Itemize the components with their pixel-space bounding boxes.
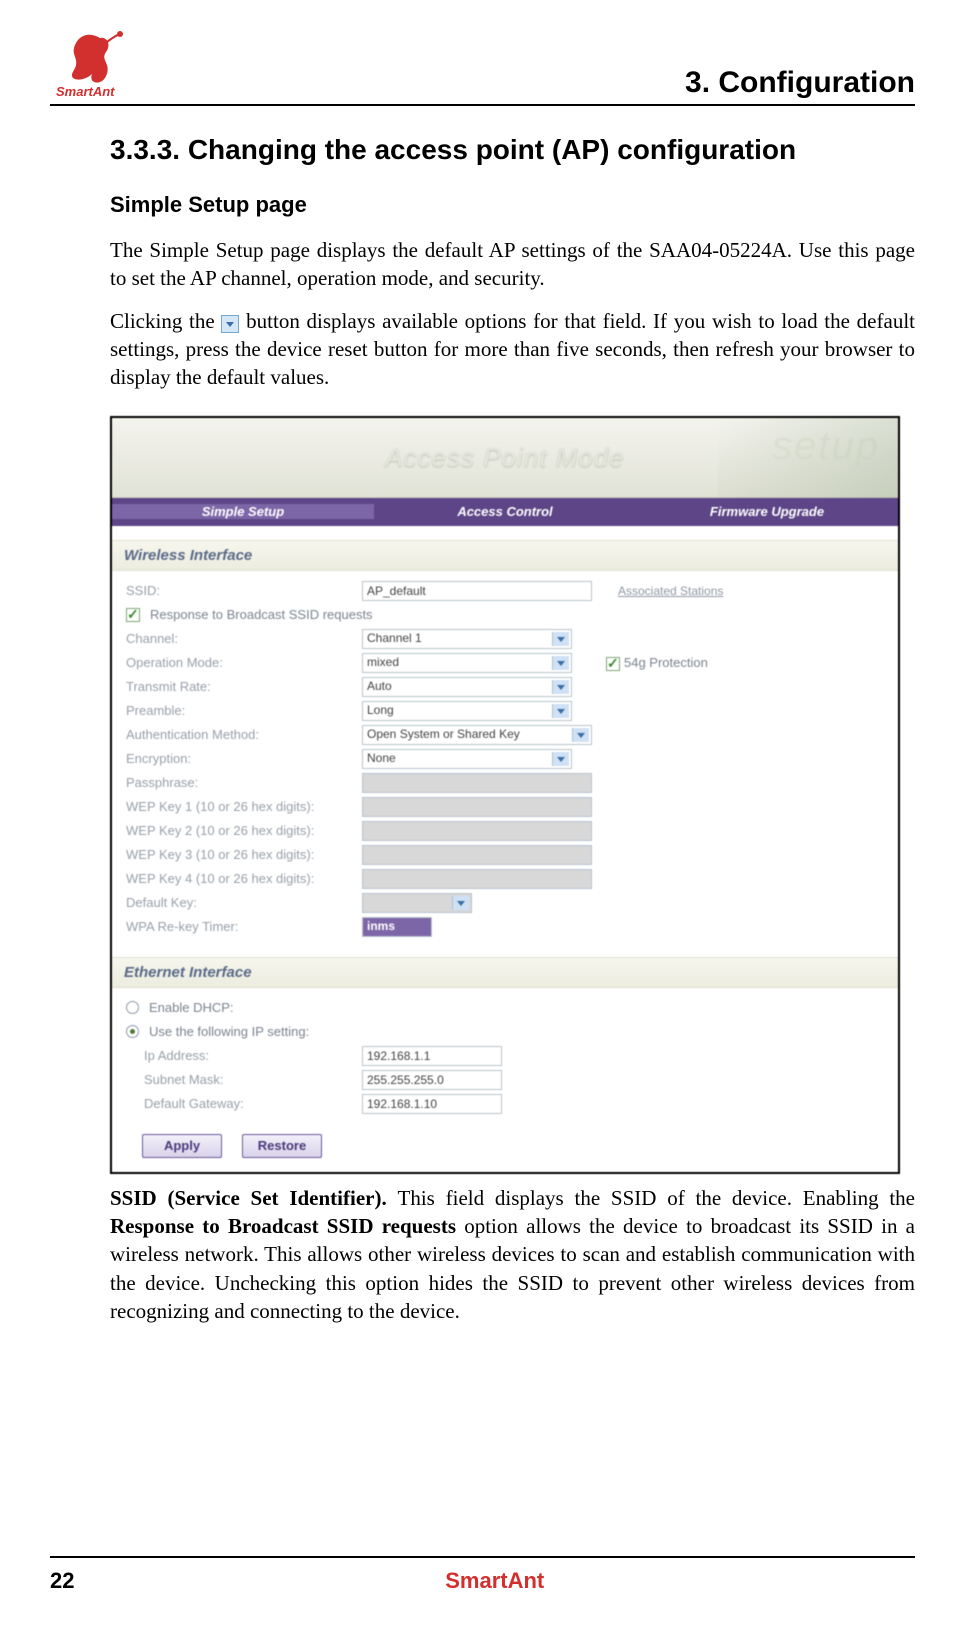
ssid-bold: SSID (Service Set Identifier).: [110, 1186, 398, 1210]
banner-title: Access Point Mode: [385, 442, 625, 473]
wep3-input[interactable]: [362, 845, 592, 865]
opmode-label: Operation Mode:: [126, 655, 356, 670]
auth-value: Open System or Shared Key: [367, 727, 520, 741]
broadcast-label: Response to Broadcast SSID requests: [150, 607, 373, 622]
auth-select[interactable]: Open System or Shared Key: [362, 725, 592, 745]
ethernet-section-bar: Ethernet Interface: [112, 957, 898, 988]
txrate-label: Transmit Rate:: [126, 679, 356, 694]
preamble-select[interactable]: Long: [362, 701, 572, 721]
wireless-section-bar: Wireless Interface: [112, 540, 898, 571]
paragraph-2: Clicking the button displays available o…: [110, 307, 915, 392]
tab-simple-setup[interactable]: Simple Setup: [112, 504, 374, 519]
banner-setup-text: setup: [772, 424, 880, 469]
preamble-label: Preamble:: [126, 703, 356, 718]
paragraph-1: The Simple Setup page displays the defau…: [110, 236, 915, 293]
section-heading: 3.3.3. Changing the access point (AP) co…: [110, 134, 915, 166]
channel-label: Channel:: [126, 631, 356, 646]
svg-text:SmartAnt: SmartAnt: [56, 84, 115, 99]
opmode-value: mixed: [367, 655, 399, 669]
button-row: Apply Restore: [112, 1120, 898, 1172]
paragraph-after: SSID (Service Set Identifier). This fiel…: [110, 1184, 915, 1326]
static-ip-label: Use the following IP setting:: [149, 1024, 309, 1039]
broadcast-checkbox[interactable]: [126, 608, 140, 622]
channel-select[interactable]: Channel 1: [362, 629, 572, 649]
txrate-select[interactable]: Auto: [362, 677, 572, 697]
channel-value: Channel 1: [367, 631, 422, 645]
defkey-label: Default Key:: [126, 895, 356, 910]
chapter-title: 3. Configuration: [150, 66, 915, 100]
dhcp-radio[interactable]: [126, 1001, 139, 1014]
paragraph-2a: Clicking the: [110, 309, 221, 333]
gw-input[interactable]: [362, 1094, 502, 1114]
auth-label: Authentication Method:: [126, 727, 356, 742]
wep1-input[interactable]: [362, 797, 592, 817]
ethernet-form: Enable DHCP: Use the following IP settin…: [112, 988, 898, 1120]
page-footer: 22 SmartAnt: [50, 1556, 915, 1594]
tab-bar: Simple Setup Access Control Firmware Upg…: [112, 498, 898, 526]
wep2-input[interactable]: [362, 821, 592, 841]
tab-access-control[interactable]: Access Control: [374, 504, 636, 519]
subsection-heading: Simple Setup page: [110, 192, 915, 218]
rekey-label: WPA Re-key Timer:: [126, 919, 356, 934]
ip-label: Ip Address:: [144, 1048, 356, 1063]
restore-button[interactable]: Restore: [242, 1134, 322, 1158]
enc-value: None: [367, 751, 396, 765]
embedded-screenshot: Access Point Mode setup Simple Setup Acc…: [110, 416, 900, 1174]
dhcp-label: Enable DHCP:: [149, 1000, 234, 1015]
wep4-label: WEP Key 4 (10 or 26 hex digits):: [126, 871, 356, 886]
mask-label: Subnet Mask:: [144, 1072, 356, 1087]
associated-stations-link[interactable]: Associated Stations: [618, 584, 723, 598]
wep4-input[interactable]: [362, 869, 592, 889]
txrate-value: Auto: [367, 679, 392, 693]
gw-label: Default Gateway:: [144, 1096, 356, 1111]
wireless-form: SSID: Associated Stations Response to Br…: [112, 571, 898, 943]
passphrase-label: Passphrase:: [126, 775, 356, 790]
ssid-label: SSID:: [126, 583, 356, 598]
defkey-select[interactable]: [362, 893, 472, 913]
ip-input[interactable]: [362, 1046, 502, 1066]
banner: Access Point Mode setup: [112, 418, 898, 498]
footer-brand: SmartAnt: [74, 1568, 915, 1594]
protection-checkbox[interactable]: [606, 657, 620, 671]
dropdown-icon: [221, 315, 239, 333]
protection-label: 54g Protection: [624, 655, 708, 670]
after-p3: Response to Broadcast SSID requests: [110, 1214, 456, 1238]
page-number: 22: [50, 1568, 74, 1594]
wep1-label: WEP Key 1 (10 or 26 hex digits):: [126, 799, 356, 814]
preamble-value: Long: [367, 703, 394, 717]
apply-button[interactable]: Apply: [142, 1134, 222, 1158]
enc-label: Encryption:: [126, 751, 356, 766]
page-header: SmartAnt 3. Configuration: [50, 30, 915, 106]
rekey-value: inms: [367, 919, 395, 933]
opmode-select[interactable]: mixed: [362, 653, 572, 673]
tab-firmware-upgrade[interactable]: Firmware Upgrade: [636, 504, 898, 519]
static-ip-radio[interactable]: [126, 1025, 139, 1038]
after-p2: This field displays the SSID of the devi…: [398, 1186, 916, 1210]
mask-input[interactable]: [362, 1070, 502, 1090]
ssid-input[interactable]: [362, 581, 592, 601]
wep3-label: WEP Key 3 (10 or 26 hex digits):: [126, 847, 356, 862]
brand-logo: SmartAnt: [50, 30, 140, 100]
enc-select[interactable]: None: [362, 749, 572, 769]
passphrase-input[interactable]: [362, 773, 592, 793]
wep2-label: WEP Key 2 (10 or 26 hex digits):: [126, 823, 356, 838]
rekey-input[interactable]: inms: [362, 917, 432, 937]
